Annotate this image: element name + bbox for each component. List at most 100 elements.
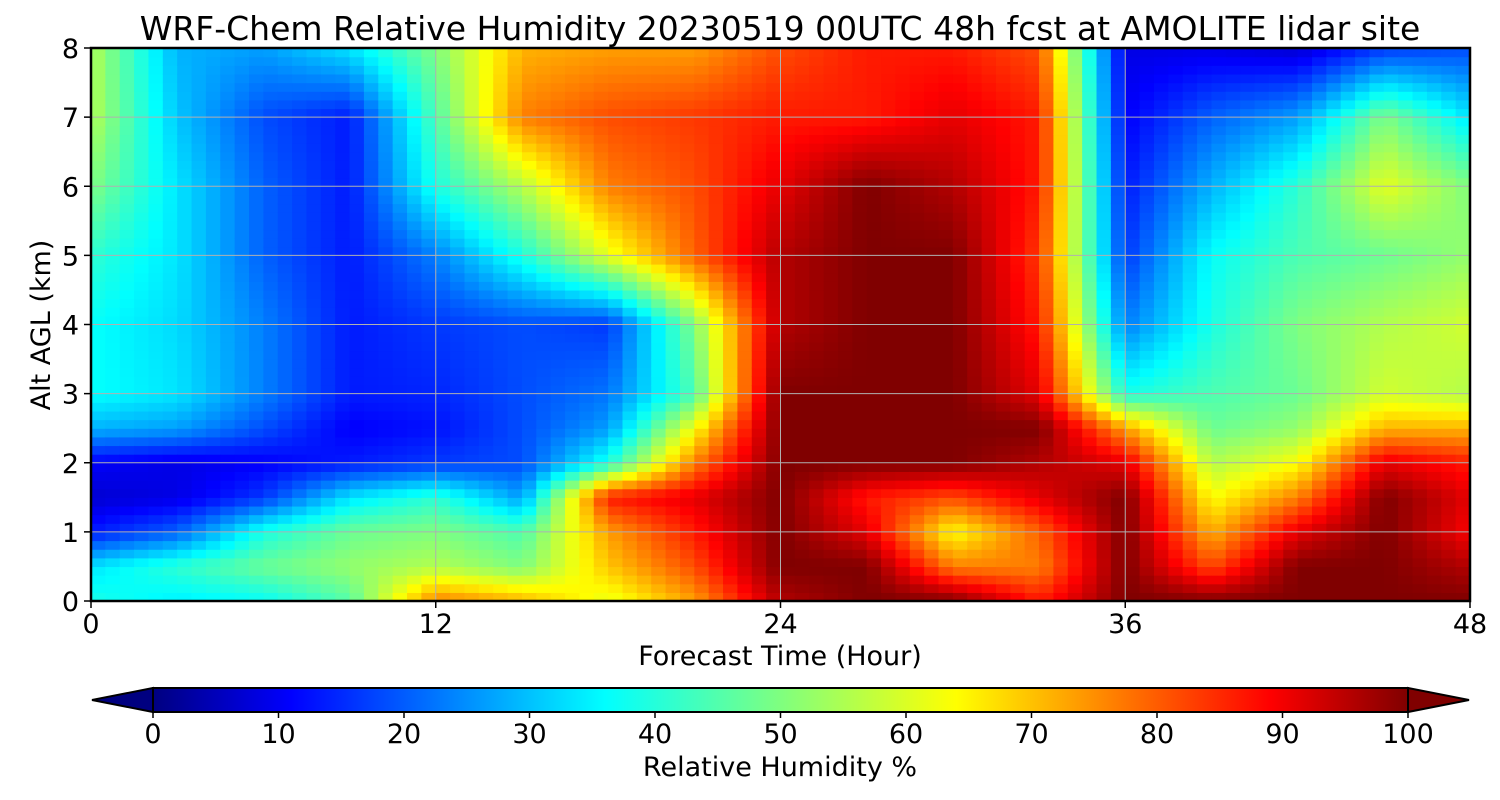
heatmap-cell (837, 264, 853, 274)
heatmap-cell (593, 151, 609, 161)
heatmap-cell (249, 557, 264, 568)
heatmap-cell (105, 73, 121, 84)
heatmap-cell (708, 168, 724, 179)
heatmap-cell (579, 194, 595, 205)
heatmap-cell (823, 575, 839, 585)
heatmap-cell (852, 315, 868, 326)
heatmap-cell (967, 307, 983, 317)
heatmap-cell (952, 419, 968, 429)
heatmap-cell (895, 125, 911, 136)
heatmap-cell (335, 65, 351, 75)
heatmap-cell (651, 428, 667, 438)
heatmap-cell (220, 454, 236, 464)
heatmap-cell (177, 246, 193, 256)
heatmap-cell (751, 324, 767, 334)
heatmap-cell (277, 264, 293, 274)
heatmap-cell (967, 238, 983, 248)
heatmap-cell (162, 549, 178, 559)
heatmap-cell (593, 220, 609, 231)
heatmap-cell (823, 583, 839, 593)
heatmap-cell (292, 203, 308, 213)
heatmap-cell (536, 108, 552, 118)
heatmap-cell (507, 488, 523, 498)
heatmap-cell (579, 445, 595, 455)
heatmap-cell (378, 505, 394, 516)
heatmap-cell (608, 324, 624, 334)
heatmap-cell (1110, 488, 1126, 498)
heatmap-cell (565, 73, 580, 84)
heatmap-cell (780, 333, 796, 343)
heatmap-cell (1139, 436, 1155, 447)
heatmap-cell (737, 82, 753, 92)
heatmap-cell (191, 359, 207, 369)
heatmap-cell (636, 229, 652, 239)
heatmap-cell (105, 194, 121, 205)
heatmap-cell (579, 402, 595, 412)
heatmap-cell (421, 73, 437, 84)
heatmap-cell (478, 592, 494, 602)
heatmap-cell (1096, 151, 1112, 161)
heatmap-cell (220, 583, 236, 593)
heatmap-cell (995, 108, 1011, 118)
heatmap-cell (478, 108, 494, 118)
heatmap-cell (507, 566, 523, 576)
heatmap-cell (292, 445, 308, 455)
heatmap-cell (679, 575, 695, 585)
heatmap-cell (363, 307, 379, 317)
heatmap-cell (679, 462, 695, 472)
heatmap-cell (392, 384, 408, 395)
heatmap-cell (895, 523, 911, 533)
heatmap-cell (866, 540, 882, 550)
heatmap-cell (952, 125, 968, 136)
heatmap-cell (665, 255, 681, 265)
heatmap-cell (536, 480, 552, 490)
heatmap-cell (1039, 367, 1055, 377)
heatmap-cell (866, 341, 882, 352)
heatmap-cell (407, 592, 422, 602)
heatmap-cell (550, 168, 566, 179)
heatmap-cell (550, 289, 566, 300)
heatmap-cell (909, 56, 925, 66)
heatmap-cell (1182, 73, 1198, 84)
heatmap-cell (952, 384, 968, 395)
heatmap-cell (363, 531, 379, 542)
heatmap-cell (565, 246, 580, 256)
heatmap-cell (191, 307, 207, 317)
heatmap-cell (852, 91, 868, 101)
heatmap-cell (263, 56, 279, 66)
heatmap-cell (823, 428, 839, 438)
heatmap-cell (234, 315, 250, 326)
heatmap-cell (464, 194, 480, 205)
heatmap-cell (378, 73, 394, 84)
heatmap-cell (1182, 523, 1198, 533)
heatmap-cell (708, 419, 724, 429)
heatmap-cell (1125, 350, 1141, 360)
heatmap-cell (349, 186, 365, 196)
heatmap-cell (521, 393, 537, 403)
heatmap-cell (205, 117, 221, 127)
heatmap-cell (1082, 48, 1098, 58)
heatmap-cell (435, 298, 451, 308)
heatmap-cell (1168, 246, 1184, 256)
heatmap-cell (737, 298, 753, 308)
heatmap-cell (909, 220, 925, 231)
heatmap-cell (766, 160, 782, 170)
heatmap-cell (1168, 143, 1184, 153)
heatmap-cell (464, 480, 480, 490)
heatmap-cell (191, 583, 207, 593)
heatmap-cell (1182, 48, 1198, 58)
heatmap-cell (1082, 462, 1098, 472)
heatmap-cell (263, 160, 279, 170)
heatmap-cell (363, 428, 379, 438)
heatmap-cell (622, 246, 638, 256)
heatmap-cell (1096, 324, 1112, 334)
heatmap-cell (407, 436, 422, 447)
heatmap-cell (981, 523, 997, 533)
heatmap-cell (478, 212, 494, 222)
heatmap-cell (780, 523, 796, 533)
heatmap-cell (320, 73, 336, 84)
heatmap-cell (593, 281, 609, 291)
heatmap-cell (292, 566, 308, 576)
heatmap-cell (148, 436, 164, 447)
heatmap-cell (651, 540, 667, 550)
